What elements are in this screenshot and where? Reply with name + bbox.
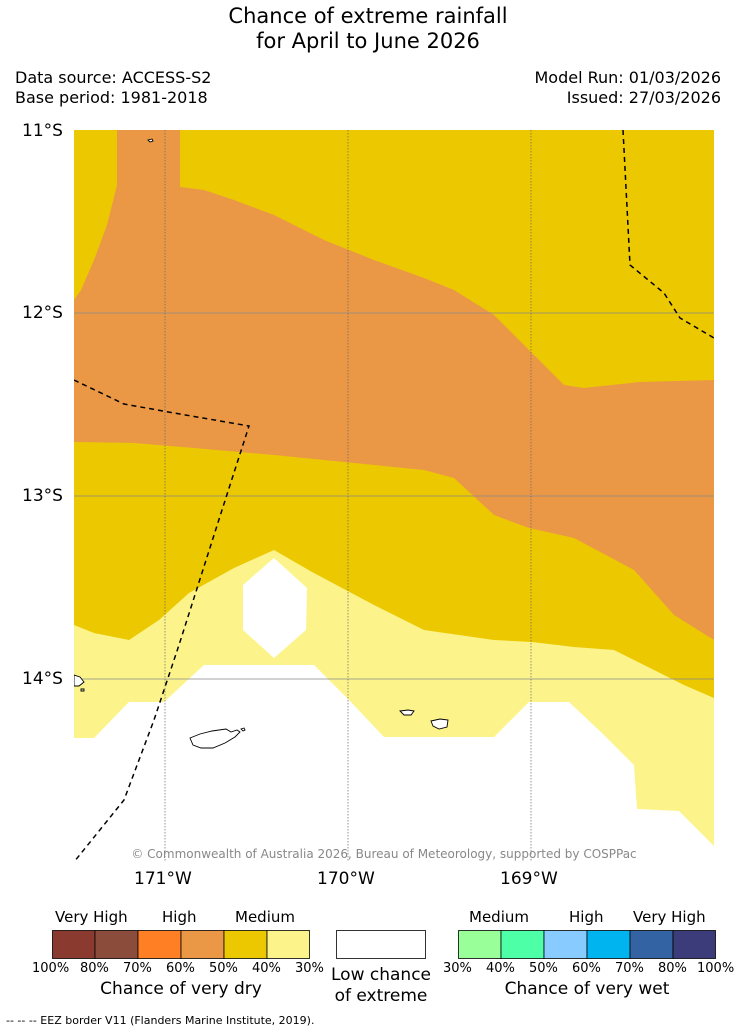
wet-swatch-2 xyxy=(500,930,545,959)
dry-tick-40: 40% xyxy=(252,961,281,976)
model-run-text: Model Run: 01/03/2026 xyxy=(534,68,722,87)
graticule xyxy=(74,312,714,680)
dry-tick-50: 50% xyxy=(209,961,238,976)
dry-swatch-5 xyxy=(223,930,268,959)
lon-label-170w: 170°W xyxy=(317,869,375,889)
base-period-text: Base period: 1981-2018 xyxy=(15,88,208,107)
islands xyxy=(74,138,449,749)
wet-swatch-3 xyxy=(543,930,588,959)
lat-label-11s: 11°S xyxy=(22,121,63,141)
dry-legend-title: Chance of very dry xyxy=(100,979,262,999)
dry-swatch-1 xyxy=(52,930,96,959)
wet-swatch-1 xyxy=(458,930,502,959)
meridians xyxy=(164,130,532,862)
map-title-line-2: for April to June 2026 xyxy=(256,29,480,53)
wet-colorbar xyxy=(458,930,716,959)
dry-tick-100: 100% xyxy=(32,961,70,976)
island-west-edge xyxy=(74,674,85,687)
wet-tick-60: 60% xyxy=(572,961,601,976)
low-chance-swatch xyxy=(336,930,426,959)
low-chance-title-2: of extreme xyxy=(334,986,428,1006)
dry-caption-very-high: Very High xyxy=(55,908,128,926)
wet-tick-80: 80% xyxy=(658,961,687,976)
island-tau xyxy=(430,718,449,730)
data-source-text: Data source: ACCESS-S2 xyxy=(15,68,212,87)
dry-caption-high: High xyxy=(162,908,197,926)
map-title-line-1: Chance of extreme rainfall xyxy=(228,4,508,28)
island-small-north xyxy=(147,138,154,143)
zone-medium-dry-top-left xyxy=(74,130,117,300)
rainfall-map: © Commonwealth of Australia 2026, Bureau… xyxy=(74,130,714,862)
lat-label-12s: 12°S xyxy=(22,303,63,323)
dry-tick-80: 80% xyxy=(80,961,109,976)
wet-tick-40: 40% xyxy=(486,961,515,976)
lon-label-169w: 169°W xyxy=(500,869,558,889)
issued-text: Issued: 27/03/2026 xyxy=(566,88,721,107)
island-tutuila xyxy=(189,728,241,749)
lat-label-14s: 14°S xyxy=(22,669,63,689)
island-west-dot xyxy=(80,688,85,692)
dry-swatch-3 xyxy=(137,930,182,959)
wet-swatch-5 xyxy=(629,930,674,959)
low-chance-title-1: Low chance xyxy=(331,965,431,985)
eez-footnote: -- -- -- EEZ border V11 (Flanders Marine… xyxy=(6,1014,315,1027)
dry-swatch-2 xyxy=(94,930,139,959)
dry-swatch-4 xyxy=(180,930,225,959)
dry-swatch-6 xyxy=(266,930,310,959)
lon-label-171w: 171°W xyxy=(134,869,192,889)
wet-legend-title: Chance of very wet xyxy=(504,979,670,999)
dry-tick-60: 60% xyxy=(166,961,195,976)
wet-swatch-6 xyxy=(672,930,716,959)
zone-medium-dry-top-right xyxy=(180,130,714,388)
zone-low-chance-south xyxy=(74,665,714,862)
wet-tick-50: 50% xyxy=(529,961,558,976)
wet-tick-70: 70% xyxy=(615,961,644,976)
copyright-text: © Commonwealth of Australia 2026, Bureau… xyxy=(131,847,636,861)
lat-label-13s: 13°S xyxy=(22,486,63,506)
dry-tick-30: 30% xyxy=(295,961,324,976)
wet-caption-medium: Medium xyxy=(469,908,529,926)
dry-tick-70: 70% xyxy=(123,961,152,976)
wet-swatch-4 xyxy=(586,930,631,959)
dry-colorbar xyxy=(52,930,310,959)
island-aunuu xyxy=(240,727,246,732)
wet-caption-very-high: Very High xyxy=(633,908,706,926)
dry-caption-medium: Medium xyxy=(235,908,295,926)
wet-tick-30: 30% xyxy=(443,961,472,976)
zone-low-chance-central xyxy=(243,558,307,658)
wet-tick-100: 100% xyxy=(697,961,735,976)
island-ofu xyxy=(399,709,415,716)
wet-caption-high: High xyxy=(569,908,604,926)
eez-border xyxy=(74,130,714,862)
